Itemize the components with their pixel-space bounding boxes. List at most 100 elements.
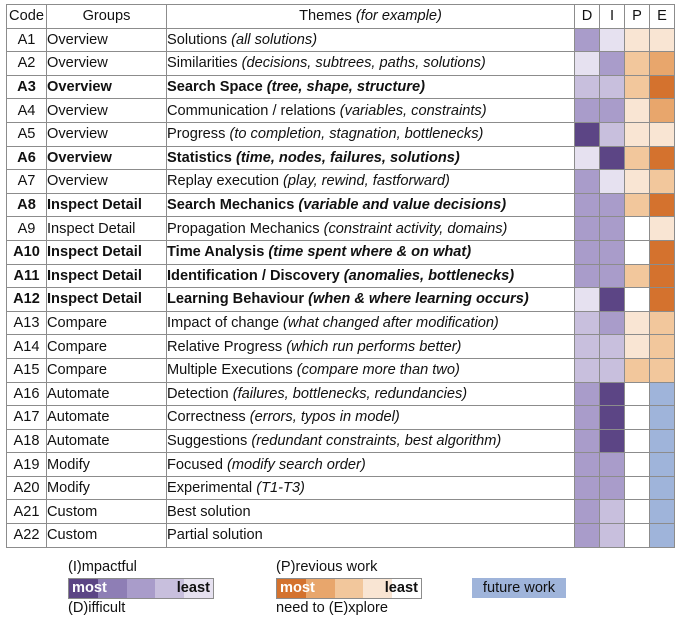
rating-cell-i [599, 145, 625, 171]
rating-cell-e [649, 121, 675, 147]
table-row: A4 Overview Communication / relations (var… [6, 98, 675, 123]
rating-cell-d [574, 27, 600, 53]
table-row: A9 Inspect Detail Propagation Mechanics (c… [6, 216, 675, 241]
row-theme-example: (time, nodes, failures, solutions) [235, 149, 460, 166]
row-group: Overview [46, 74, 167, 100]
rating-cell-d [574, 121, 600, 147]
row-theme-text: Search Space [167, 79, 267, 96]
row-theme-example: (modify search order) [227, 456, 366, 473]
rating-cell-d [574, 287, 600, 312]
table-row: A20 Modify Experimental (T1-T3) [6, 475, 675, 501]
table-row: A14 Compare Relative Progress (which run p… [6, 334, 675, 359]
row-code: A18 [6, 428, 47, 454]
table-row: A11 Inspect Detail Identification / Discov… [6, 263, 675, 289]
row-theme-text: Communication / relations [167, 102, 340, 119]
rating-cell-i [599, 121, 625, 147]
row-theme-example: (redundant constraints, best algorithm) [251, 432, 502, 449]
rating-cell-i [599, 452, 625, 477]
row-code: A7 [6, 169, 47, 194]
row-code: A17 [6, 405, 47, 430]
rating-cell-e [649, 287, 675, 312]
rating-cell-e [649, 98, 675, 123]
legend-orange-seg [363, 579, 393, 598]
row-theme-example: (compare more than two) [296, 362, 460, 379]
rating-cell-e [649, 74, 675, 100]
row-group: Compare [46, 310, 167, 336]
rating-cell-e [649, 169, 675, 194]
rating-cell-e [649, 405, 675, 430]
table-row: A8 Inspect Detail Search Mechanics (variab… [6, 192, 675, 218]
legend-orange-seg [334, 579, 364, 598]
header-row: Code Groups Themes (for example) D I P E [6, 4, 675, 29]
rating-cell-d [574, 216, 600, 241]
row-code: A16 [6, 381, 47, 407]
rating-cell-e [649, 357, 675, 383]
row-group: Compare [46, 357, 167, 383]
rating-cell-i [599, 334, 625, 359]
rating-cell-i [599, 169, 625, 194]
legend-purple-seg [184, 579, 213, 598]
rating-cell-d [574, 523, 600, 548]
table-row: A5 Overview Progress (to completion, stagn… [6, 121, 675, 147]
header-code: Code [6, 4, 47, 29]
legend-orange-least: least [384, 580, 418, 596]
rating-cell-e [649, 192, 675, 218]
header-themes-note: (for example) [355, 8, 442, 25]
row-theme-example: (constraint activity, domains) [323, 220, 508, 237]
row-theme-example: (tree, shape, structure) [266, 79, 425, 96]
rating-cell-d [574, 475, 600, 501]
row-theme-text: Experimental [167, 480, 257, 497]
legend-purple-scale: most least [68, 578, 214, 599]
row-code: A19 [6, 452, 47, 477]
rating-cell-p [624, 310, 650, 336]
row-theme: Suggestions (redundant constraints, best… [166, 428, 575, 454]
row-group: Overview [46, 27, 167, 53]
header-groups: Groups [46, 4, 167, 29]
rating-cell-i [599, 74, 625, 100]
rating-cell-i [599, 216, 625, 241]
row-theme-example: (anomalies, bottlenecks) [343, 267, 515, 284]
row-group: Inspect Detail [46, 263, 167, 289]
rating-cell-i [599, 192, 625, 218]
legend-orange-scale: most least [276, 578, 422, 599]
row-group: Automate [46, 405, 167, 430]
legend-purple-seg [69, 579, 98, 598]
row-code: A8 [6, 192, 47, 218]
row-group: Overview [46, 121, 167, 147]
row-theme-example: (T1-T3) [256, 480, 305, 497]
row-theme-text: Impact of change [167, 315, 284, 332]
rating-cell-e [649, 263, 675, 289]
rating-cell-d [574, 452, 600, 477]
row-group: Overview [46, 169, 167, 194]
rating-cell-d [574, 428, 600, 454]
rating-cell-i [599, 310, 625, 336]
row-theme: Statistics (time, nodes, failures, solut… [166, 145, 575, 171]
row-theme-example: (all solutions) [231, 31, 318, 48]
rating-cell-p [624, 263, 650, 289]
row-group: Inspect Detail [46, 287, 167, 312]
row-group: Automate [46, 381, 167, 407]
row-theme: Communication / relations (variables, co… [166, 98, 575, 123]
row-code: A4 [6, 98, 47, 123]
row-theme-text: Multiple Executions [167, 362, 297, 379]
rating-cell-d [574, 239, 600, 265]
row-theme-example: (when & where learning occurs) [308, 291, 529, 308]
row-theme-text: Suggestions [167, 432, 252, 449]
row-theme: Similarities (decisions, subtrees, paths… [166, 51, 575, 76]
row-group: Automate [46, 428, 167, 454]
row-theme-example: (what changed after modification) [283, 315, 499, 332]
rating-cell-i [599, 263, 625, 289]
legend-future-work: future work [472, 578, 566, 598]
rating-cell-e [649, 499, 675, 525]
themes-table: Code Groups Themes (for example) D I P E… [6, 4, 675, 548]
rating-cell-p [624, 499, 650, 525]
rating-cell-p [624, 523, 650, 548]
row-theme: Detection (failures, bottlenecks, redund… [166, 381, 575, 407]
rating-cell-d [574, 499, 600, 525]
row-theme-example: (variable and value decisions) [298, 197, 507, 214]
row-theme: Search Space (tree, shape, structure) [166, 74, 575, 100]
row-code: A15 [6, 357, 47, 383]
row-theme-text: Statistics [167, 149, 236, 166]
rating-cell-i [599, 499, 625, 525]
rating-cell-p [624, 452, 650, 477]
